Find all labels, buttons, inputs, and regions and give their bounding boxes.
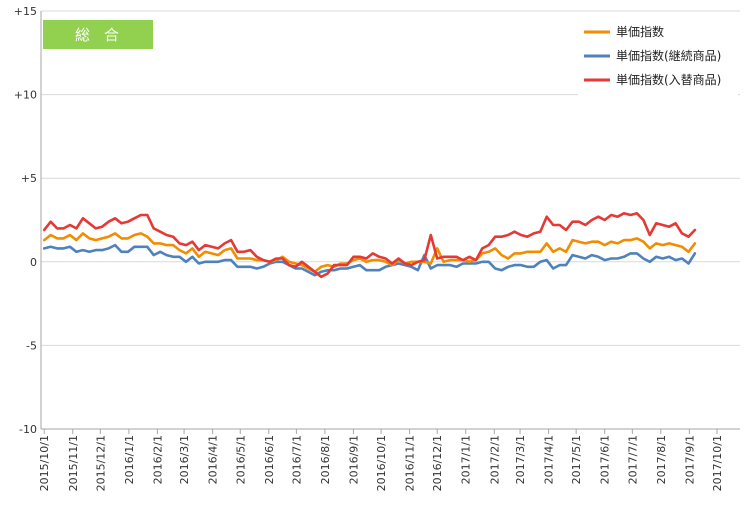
- x-tick-label: 2016/11/1: [404, 435, 417, 491]
- x-tick-label: 2017/9/1: [683, 435, 696, 484]
- series-line: [42, 232, 697, 274]
- y-tick-label: -5: [26, 339, 37, 352]
- series-line: [42, 212, 697, 279]
- legend-label: 単価指数(入替商品): [616, 72, 721, 87]
- x-tick-label: 2017/10/1: [711, 435, 724, 491]
- x-tick-label: 2016/10/1: [375, 435, 388, 491]
- x-tick-label: 2016/7/1: [290, 435, 303, 484]
- y-axis-ticks: +15 +10 +5 0 -5 -10: [14, 5, 37, 436]
- x-tick-label: 2016/3/1: [178, 435, 191, 484]
- x-tick-label: 2016/2/1: [151, 435, 164, 484]
- badge-box: [43, 20, 153, 49]
- x-tick-label: 2016/9/1: [347, 435, 360, 484]
- x-tick-label: 2016/4/1: [207, 435, 220, 484]
- x-tick-label: 2017/1/1: [460, 435, 473, 484]
- x-tick-label: 2017/3/1: [514, 435, 527, 484]
- x-tick-label: 2016/1/1: [123, 435, 136, 484]
- x-tick-label: 2016/6/1: [263, 435, 276, 484]
- x-tick-label: 2016/8/1: [319, 435, 332, 484]
- badge-label: 総合: [75, 26, 133, 44]
- x-tick-label: 2017/7/1: [626, 435, 639, 484]
- y-tick-label: 0: [30, 256, 37, 269]
- x-tick-label: 2015/10/1: [38, 435, 51, 491]
- x-tick-label: 2017/2/1: [488, 435, 501, 484]
- series-lines: [42, 212, 697, 279]
- y-tick-label: +5: [21, 172, 37, 185]
- badge: 総合: [43, 20, 153, 49]
- x-tick-label: 2017/6/1: [599, 435, 612, 484]
- series-line: [42, 243, 697, 277]
- y-tick-label: +10: [14, 89, 37, 102]
- x-tick-label: 2017/8/1: [655, 435, 668, 484]
- x-tick-label: 2017/5/1: [570, 435, 583, 484]
- x-tick-label: 2015/12/1: [94, 435, 107, 491]
- x-tick-label: 2015/11/1: [67, 435, 80, 491]
- legend-label: 単価指数: [616, 24, 664, 39]
- y-tick-label: +15: [14, 5, 37, 18]
- x-tick-label: 2017/4/1: [543, 435, 556, 484]
- x-tick-label: 2016/5/1: [234, 435, 247, 484]
- legend: 単価指数 単価指数(継続商品) 単価指数(入替商品): [578, 14, 738, 96]
- x-tick-label: 2016/12/1: [431, 435, 444, 491]
- legend-label: 単価指数(継続商品): [616, 48, 721, 63]
- y-tick-label: -10: [19, 423, 37, 436]
- x-axis-ticks: 2015/10/1 2015/11/1 2015/12/1 2016/1/1 2016/…: [38, 429, 724, 491]
